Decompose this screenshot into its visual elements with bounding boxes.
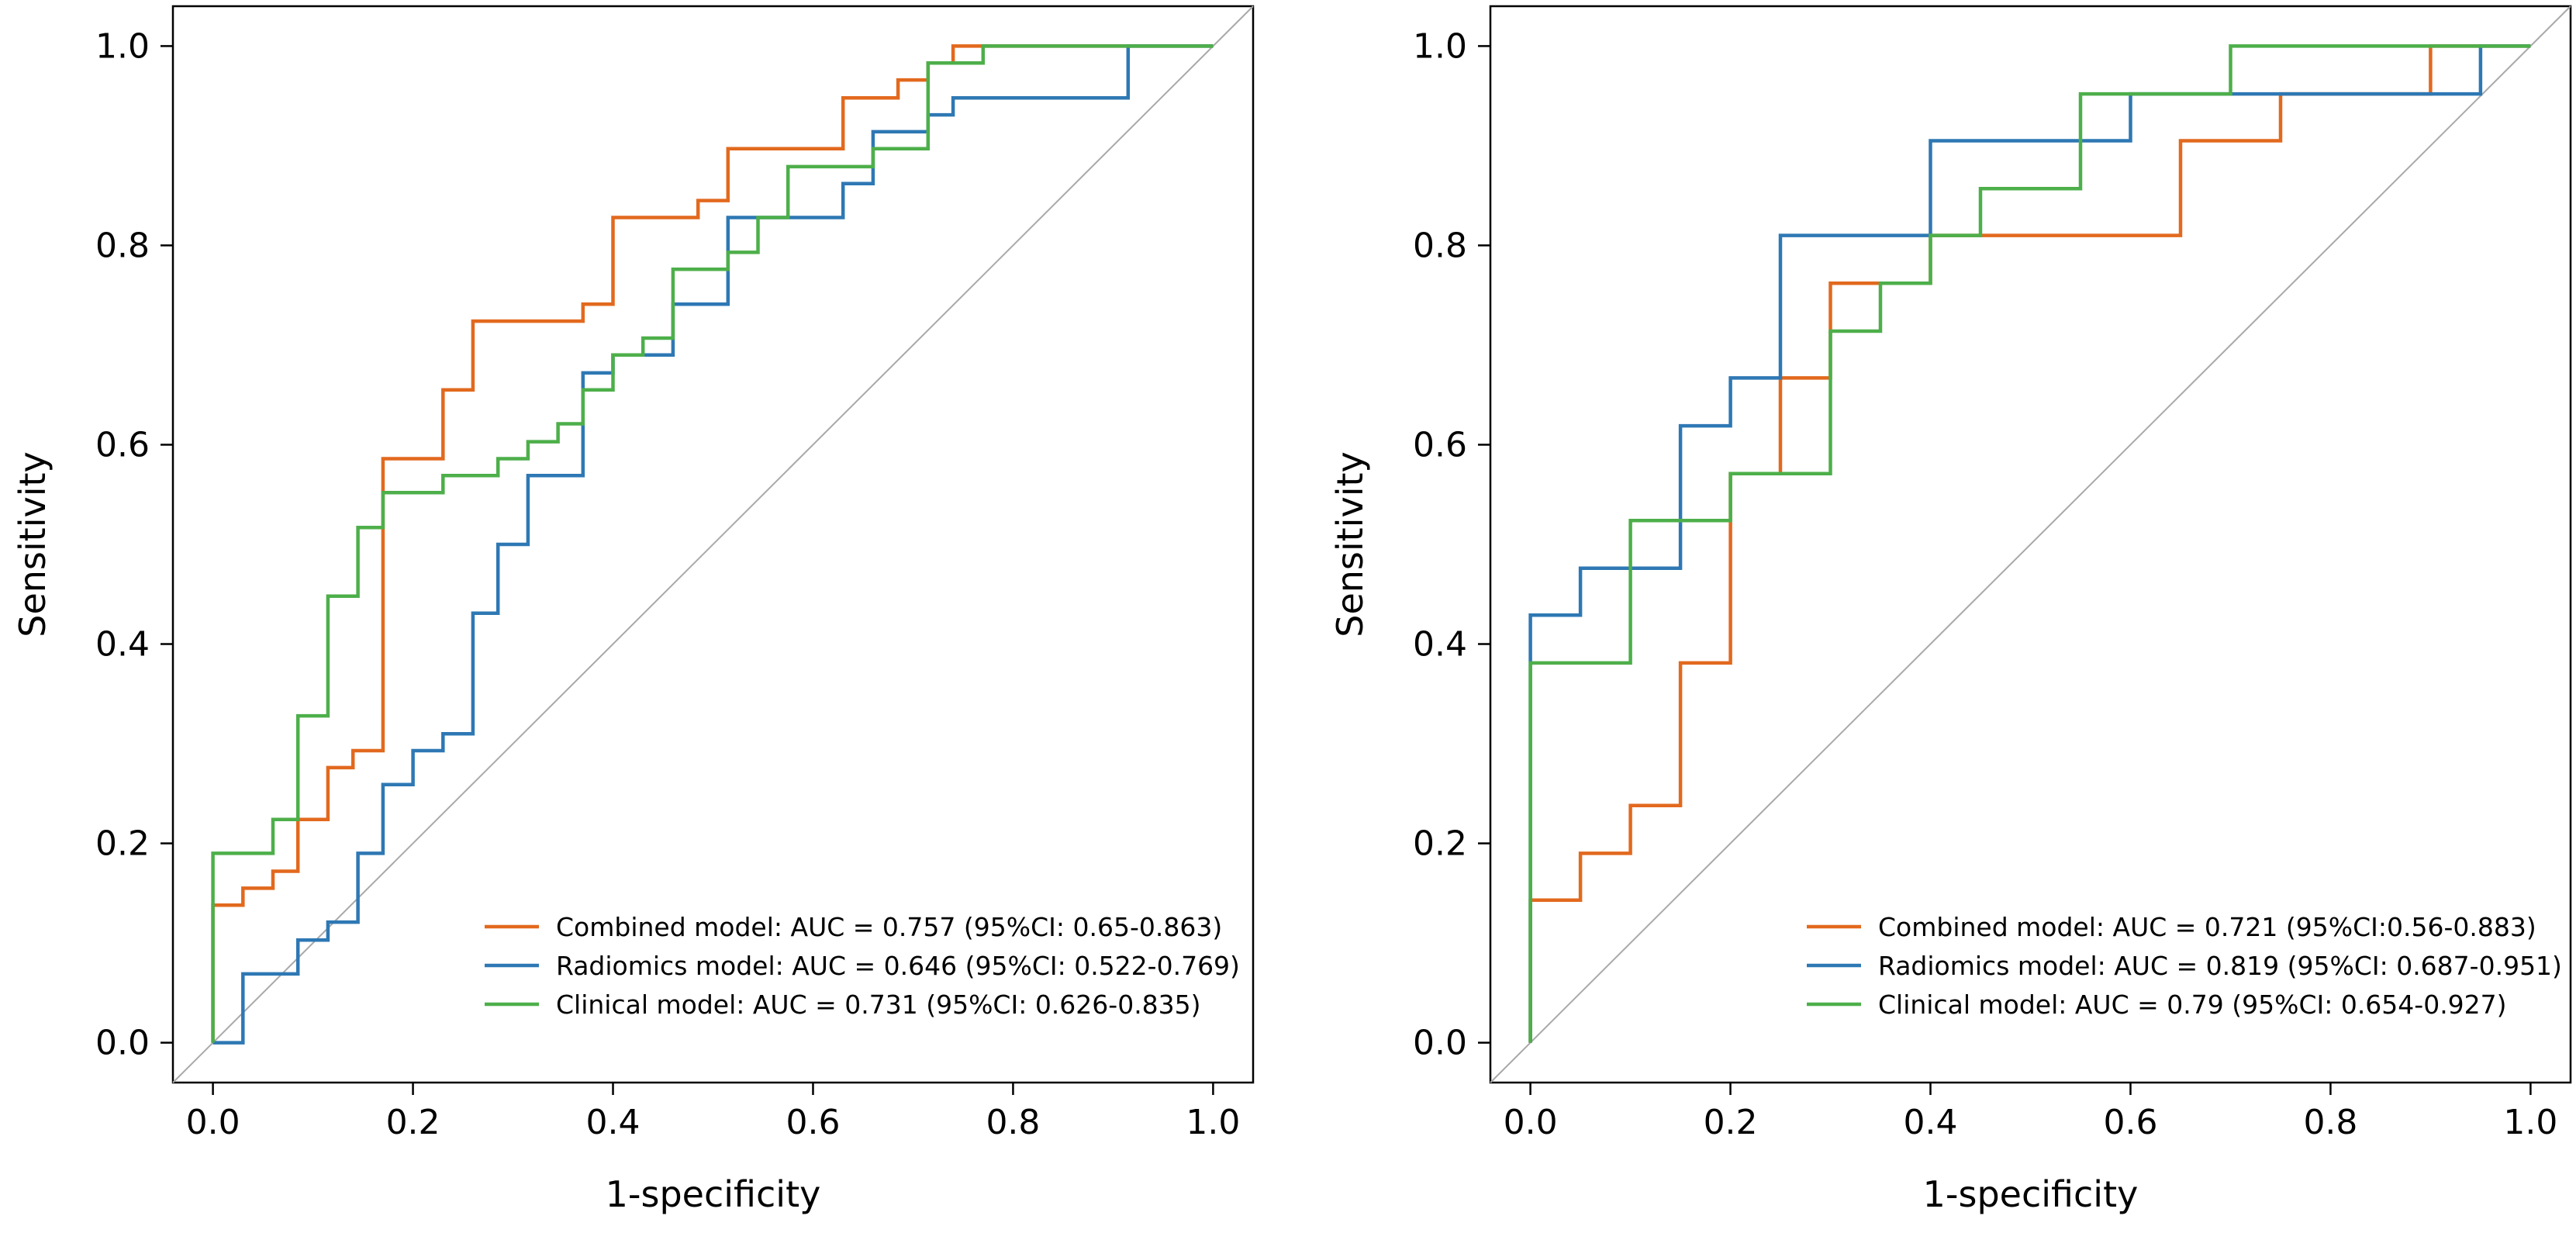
y-tick-label: 0.6 — [1413, 425, 1467, 465]
legend-label: Radiomics model: AUC = 0.646 (95%CI: 0.5… — [556, 951, 1240, 981]
y-axis-title: Sensitivity — [12, 451, 54, 637]
roc-curve-series-2 — [211, 44, 1214, 1043]
x-tick-label: 1.0 — [2503, 1103, 2557, 1142]
x-tick-label: 0.0 — [1504, 1103, 1558, 1142]
x-tick-label: 0.0 — [186, 1103, 240, 1142]
legend-label: Radiomics model: AUC = 0.819 (95%CI: 0.6… — [1878, 951, 2562, 981]
legend-label: Clinical model: AUC = 0.79 (95%CI: 0.654… — [1878, 990, 2507, 1020]
x-axis-title: 1-specificity — [606, 1173, 821, 1215]
x-tick-label: 0.8 — [2303, 1103, 2357, 1142]
x-axis-title: 1-specificity — [1923, 1173, 2139, 1215]
x-tick-label: 1.0 — [1186, 1103, 1240, 1142]
roc-curve-series-0 — [211, 44, 1214, 1043]
y-tick-label: 0.8 — [95, 226, 150, 265]
y-axis-title: Sensitivity — [1329, 451, 1371, 637]
x-tick-label: 0.2 — [386, 1103, 440, 1142]
y-tick-label: 0.8 — [1413, 226, 1467, 265]
x-tick-label: 0.6 — [786, 1103, 840, 1142]
legend: Combined model: AUC = 0.721 (95%CI:0.56-… — [1807, 912, 2562, 1020]
roc-curve-series-1 — [212, 44, 1214, 1045]
x-tick-label: 0.4 — [586, 1103, 641, 1142]
reference-diagonal — [1490, 5, 2571, 1083]
legend-label: Combined model: AUC = 0.757 (95%CI: 0.65… — [556, 912, 1222, 942]
y-tick-label: 0.6 — [95, 425, 150, 465]
y-tick-label: 0.4 — [95, 625, 150, 665]
legend: Combined model: AUC = 0.757 (95%CI: 0.65… — [485, 912, 1240, 1020]
y-tick-label: 0.4 — [1413, 625, 1467, 665]
reference-diagonal — [172, 5, 1254, 1083]
y-tick-label: 0.0 — [1413, 1024, 1467, 1063]
legend-label: Clinical model: AUC = 0.731 (95%CI: 0.62… — [556, 990, 1201, 1020]
y-tick-label: 0.2 — [1413, 824, 1467, 864]
roc-curve-series-2 — [1528, 44, 2531, 1043]
y-tick-label: 0.0 — [95, 1024, 150, 1063]
x-tick-label: 0.8 — [986, 1103, 1040, 1142]
y-tick-label: 1.0 — [95, 26, 150, 66]
plot-frame — [1489, 5, 2572, 1084]
y-tick-label: 1.0 — [1413, 26, 1467, 66]
x-tick-label: 0.4 — [1904, 1103, 1958, 1142]
plot-frame — [171, 5, 1255, 1084]
legend-label: Combined model: AUC = 0.721 (95%CI:0.56-… — [1878, 912, 2536, 942]
roc-panel-training: 0.0 0.2 0.4 0.6 0.8 1.0 0.0 0.2 0.4 0.6 0.8 1.0 1-sp… — [12, 5, 1255, 1215]
x-tick-label: 0.6 — [2103, 1103, 2157, 1142]
y-tick-label: 0.2 — [95, 824, 150, 864]
roc-panel-validation: 0.0 0.2 0.4 0.6 0.8 1.0 0.0 0.2 0.4 0.6 0.8 1.0 1-sp… — [1329, 5, 2572, 1215]
roc-curve-series-1 — [1528, 44, 2531, 1043]
x-tick-label: 0.2 — [1704, 1103, 1758, 1142]
